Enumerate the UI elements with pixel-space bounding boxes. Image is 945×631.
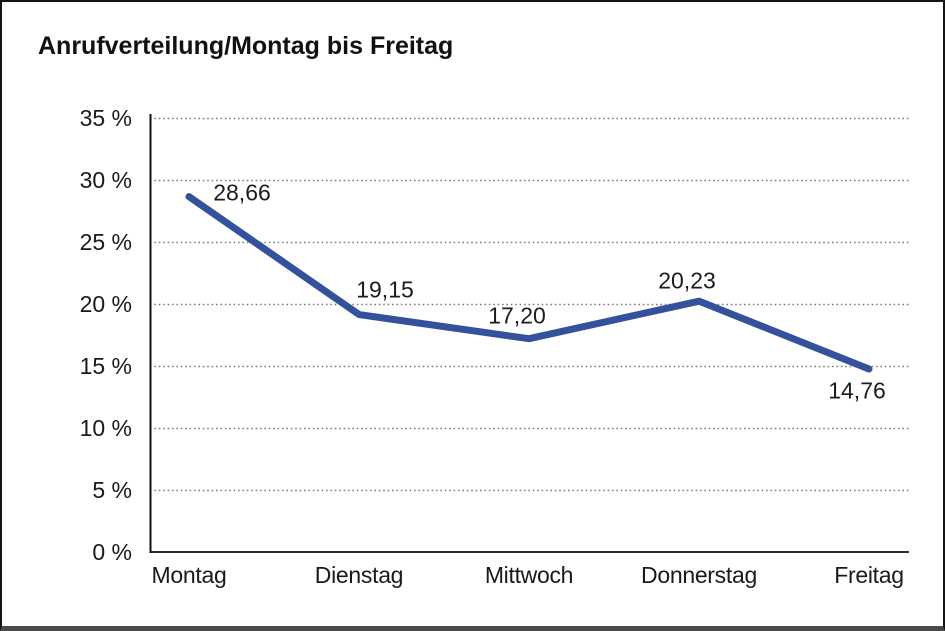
y-tick-label-35: 35 % <box>79 105 132 131</box>
y-tick-label-5: 5 % <box>92 477 132 503</box>
x-category-label-mittwoch: Mittwoch <box>484 562 574 588</box>
chart-title: Anrufverteilung/Montag bis Freitag <box>38 32 454 60</box>
y-tick-label-25: 25 % <box>79 229 132 255</box>
data-label-montag: 28,66 <box>213 179 271 206</box>
y-tick-label-20: 20 % <box>79 291 132 317</box>
x-category-label-freitag: Freitag <box>834 562 904 588</box>
x-category-label-dienstag: Dienstag <box>314 562 404 588</box>
y-tick-label-15: 15 % <box>79 353 132 379</box>
data-label-freitag: 14,76 <box>828 377 886 404</box>
data-label-dienstag: 19,15 <box>356 276 414 303</box>
x-category-label-donnerstag: Donnerstag <box>641 562 757 588</box>
y-tick-label-10: 10 % <box>79 415 132 441</box>
data-label-donnerstag: 20,23 <box>658 267 716 294</box>
y-tick-label-30: 30 % <box>79 167 132 193</box>
data-series-line <box>185 193 873 373</box>
data-label-mittwoch: 17,20 <box>488 302 546 329</box>
y-tick-label-0: 0 % <box>92 539 132 565</box>
x-category-label-montag: Montag <box>151 562 227 588</box>
